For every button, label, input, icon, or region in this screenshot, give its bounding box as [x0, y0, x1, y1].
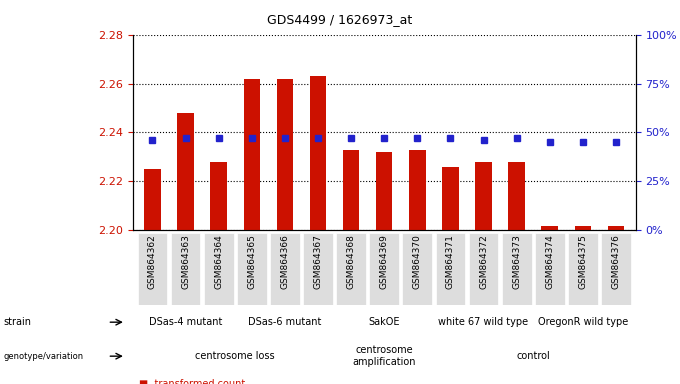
Text: GSM864369: GSM864369 [379, 235, 389, 290]
FancyBboxPatch shape [535, 233, 564, 305]
Text: GSM864373: GSM864373 [512, 235, 521, 290]
Text: GSM864364: GSM864364 [214, 235, 223, 289]
Bar [575, 225, 591, 230]
Text: DSas-4 mutant: DSas-4 mutant [149, 317, 222, 327]
Text: GSM864375: GSM864375 [578, 235, 588, 290]
Text: control: control [516, 351, 550, 361]
Text: GSM864372: GSM864372 [479, 235, 488, 289]
Text: GSM864374: GSM864374 [545, 235, 554, 289]
Text: DSas-6 mutant: DSas-6 mutant [248, 317, 322, 327]
FancyBboxPatch shape [403, 233, 432, 305]
FancyBboxPatch shape [336, 233, 366, 305]
Text: GSM864362: GSM864362 [148, 235, 157, 289]
Bar [309, 76, 326, 230]
Text: GSM864367: GSM864367 [313, 235, 322, 290]
Bar [343, 150, 359, 230]
Bar [210, 162, 227, 230]
Text: GSM864366: GSM864366 [280, 235, 290, 290]
FancyBboxPatch shape [237, 233, 267, 305]
FancyBboxPatch shape [369, 233, 399, 305]
Bar [475, 162, 492, 230]
Bar [509, 162, 525, 230]
Bar [541, 225, 558, 230]
FancyBboxPatch shape [171, 233, 201, 305]
Text: GSM864368: GSM864368 [347, 235, 356, 290]
FancyBboxPatch shape [204, 233, 233, 305]
FancyBboxPatch shape [601, 233, 631, 305]
Text: ■  transformed count: ■ transformed count [139, 379, 245, 384]
Text: white 67 wild type: white 67 wild type [439, 317, 528, 327]
Bar [376, 152, 392, 230]
Text: GSM864370: GSM864370 [413, 235, 422, 290]
FancyBboxPatch shape [435, 233, 465, 305]
Bar [177, 113, 194, 230]
Text: strain: strain [3, 317, 31, 327]
Bar [442, 167, 459, 230]
Text: GSM864365: GSM864365 [248, 235, 256, 290]
Text: centrosome loss: centrosome loss [195, 351, 275, 361]
Bar [243, 79, 260, 230]
Text: GSM864376: GSM864376 [611, 235, 620, 290]
Text: SakOE: SakOE [369, 317, 400, 327]
FancyBboxPatch shape [270, 233, 300, 305]
FancyBboxPatch shape [137, 233, 167, 305]
Bar [277, 79, 293, 230]
Bar [409, 150, 426, 230]
Text: OregonR wild type: OregonR wild type [538, 317, 628, 327]
Text: GDS4499 / 1626973_at: GDS4499 / 1626973_at [267, 13, 413, 26]
FancyBboxPatch shape [303, 233, 333, 305]
Text: centrosome
amplification: centrosome amplification [352, 345, 416, 367]
Text: GSM864371: GSM864371 [446, 235, 455, 290]
FancyBboxPatch shape [469, 233, 498, 305]
FancyBboxPatch shape [502, 233, 532, 305]
FancyBboxPatch shape [568, 233, 598, 305]
Text: GSM864363: GSM864363 [181, 235, 190, 290]
Text: genotype/variation: genotype/variation [3, 352, 84, 361]
Bar [144, 169, 160, 230]
Bar [608, 225, 624, 230]
